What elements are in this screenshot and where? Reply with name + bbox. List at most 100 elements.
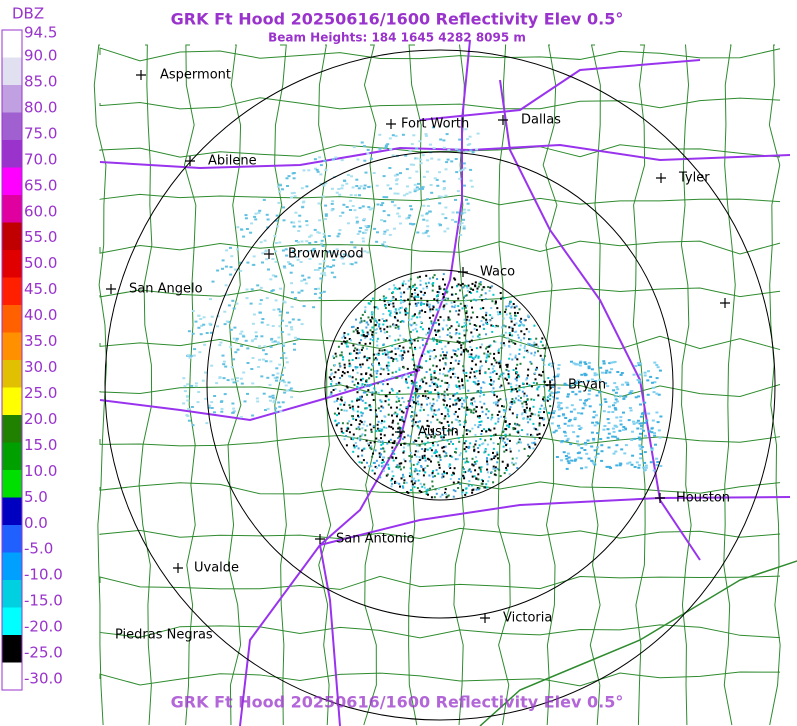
echo-pixel	[390, 479, 393, 482]
echo-pixel	[416, 231, 420, 234]
echo-pixel	[557, 424, 560, 427]
echo-pixel	[395, 395, 398, 398]
echo-pixel	[447, 383, 450, 386]
subtitle: Beam Heights: 184 1645 4282 8095 m	[268, 31, 526, 45]
echo-pixel	[458, 478, 461, 480]
echo-pixel	[201, 379, 205, 382]
echo-pixel	[435, 339, 438, 341]
legend-swatch	[2, 250, 22, 278]
echo-pixel	[449, 335, 452, 338]
echo-pixel	[454, 304, 457, 307]
echo-pixel	[412, 329, 415, 332]
echo-pixel	[537, 350, 539, 353]
echo-pixel	[339, 382, 342, 385]
echo-pixel	[445, 496, 448, 499]
echo-pixel	[429, 447, 432, 450]
echo-pixel	[445, 351, 448, 354]
echo-pixel	[377, 439, 380, 442]
echo-pixel	[655, 457, 659, 460]
echo-pixel	[419, 162, 423, 165]
legend-swatch	[2, 635, 22, 663]
echo-pixel	[395, 406, 398, 409]
echo-pixel	[430, 320, 433, 323]
echo-pixel	[401, 306, 403, 309]
echo-pixel	[324, 218, 327, 221]
echo-pixel	[490, 383, 493, 386]
echo-pixel	[469, 346, 472, 348]
echo-pixel	[381, 349, 384, 352]
echo-pixel	[431, 284, 434, 287]
echo-pixel	[190, 384, 194, 387]
echo-pixel	[581, 407, 585, 410]
echo-pixel	[280, 357, 283, 359]
echo-pixel	[337, 368, 340, 371]
echo-pixel	[343, 438, 346, 441]
echo-pixel	[454, 220, 458, 223]
echo-pixel	[369, 408, 372, 411]
legend-label: 0.0	[24, 514, 48, 532]
echo-pixel	[637, 464, 641, 467]
echo-pixel	[463, 442, 466, 445]
echo-pixel	[411, 411, 413, 413]
echo-pixel	[359, 378, 362, 381]
echo-pixel	[454, 404, 457, 406]
echo-pixel	[462, 466, 464, 469]
echo-pixel	[331, 158, 335, 161]
echo-pixel	[485, 413, 488, 416]
echo-pixel	[357, 426, 360, 429]
echo-pixel	[523, 400, 526, 403]
echo-pixel	[378, 147, 382, 150]
echo-pixel	[510, 320, 513, 323]
echo-pixel	[351, 400, 354, 403]
echo-pixel	[523, 417, 526, 420]
echo-pixel	[504, 377, 507, 380]
echo-pixel	[475, 410, 478, 413]
echo-pixel	[452, 495, 455, 498]
echo-pixel	[398, 435, 401, 438]
echo-pixel	[453, 277, 456, 280]
echo-pixel	[463, 334, 466, 337]
echo-pixel	[612, 404, 615, 407]
echo-pixel	[409, 405, 412, 407]
echo-pixel	[615, 444, 619, 447]
echo-pixel	[371, 455, 374, 458]
echo-pixel	[383, 230, 387, 233]
echo-pixel	[273, 377, 277, 380]
echo-pixel	[462, 385, 465, 388]
echo-pixel	[424, 134, 428, 137]
echo-pixel	[339, 365, 341, 367]
echo-pixel	[378, 441, 381, 443]
echo-pixel	[232, 307, 236, 310]
echo-pixel	[466, 315, 469, 318]
echo-pixel	[426, 198, 430, 201]
echo-pixel	[619, 423, 623, 426]
echo-pixel	[385, 364, 388, 367]
echo-pixel	[411, 478, 414, 480]
echo-pixel	[637, 395, 641, 398]
echo-pixel	[376, 369, 379, 372]
echo-pixel	[375, 413, 378, 416]
echo-pixel	[367, 442, 369, 445]
legend-swatch	[2, 277, 22, 306]
echo-pixel	[265, 213, 269, 216]
echo-pixel	[394, 286, 397, 289]
echo-pixel	[269, 399, 272, 402]
echo-pixel	[400, 376, 403, 379]
echo-pixel	[387, 214, 391, 217]
echo-pixel	[210, 364, 214, 367]
echo-pixel	[397, 437, 399, 439]
echo-pixel	[261, 252, 265, 255]
echo-pixel	[423, 454, 426, 457]
echo-pixel	[239, 269, 243, 272]
echo-pixel	[554, 429, 558, 432]
echo-pixel	[411, 286, 414, 288]
echo-pixel	[444, 488, 447, 491]
echo-pixel	[405, 481, 408, 484]
echo-pixel	[318, 156, 322, 159]
echo-pixel	[514, 377, 517, 380]
echo-pixel	[537, 414, 540, 417]
echo-pixel	[391, 134, 395, 137]
echo-pixel	[428, 474, 431, 477]
echo-pixel	[379, 433, 382, 436]
echo-pixel	[493, 466, 496, 469]
